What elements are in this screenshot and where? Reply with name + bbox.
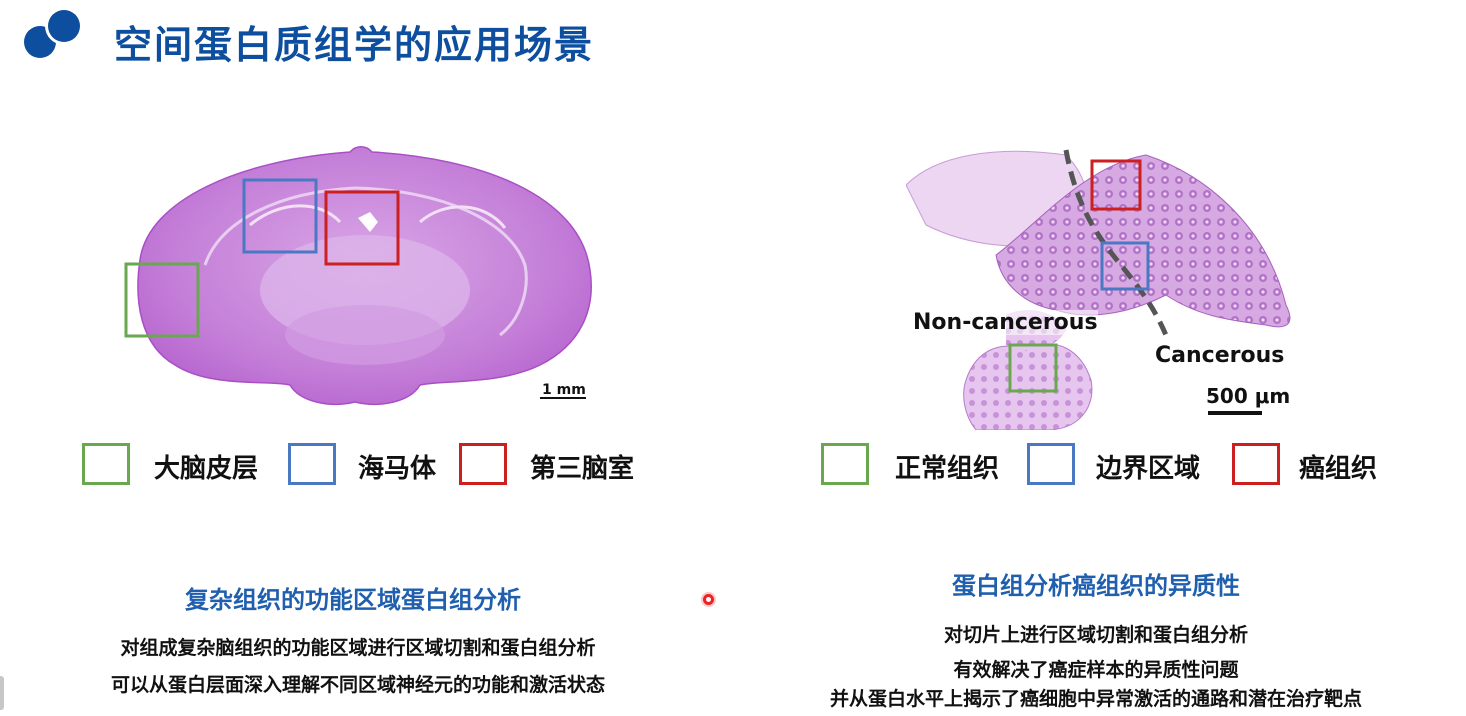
- laser-pointer-icon: [703, 594, 714, 605]
- right-line-2: 有效解决了癌症样本的异质性问题: [953, 659, 1239, 681]
- left-line-2: 可以从蛋白层面深入理解不同区域神经元的功能和激活状态: [110, 674, 605, 696]
- legend-label-normal: 正常组织: [895, 454, 1000, 484]
- noncancerous-label: Non-cancerous: [913, 310, 1098, 335]
- right-heading: 蛋白组分析癌组织的异质性: [952, 572, 1240, 600]
- legend-swatch-cortex: [82, 443, 130, 485]
- logo-icon: [22, 8, 82, 60]
- right-line-1: 对切片上进行区域切割和蛋白组分析: [943, 624, 1248, 646]
- left-legend: 大脑皮层 海马体 第三脑室: [82, 442, 662, 486]
- legend-label-border: 边界区域: [1096, 454, 1201, 484]
- legend-label-ventricle: 第三脑室: [530, 454, 635, 484]
- cancerous-label: Cancerous: [1155, 343, 1285, 368]
- legend-swatch-cancer: [1232, 443, 1280, 485]
- tissue-section-image: [906, 145, 1300, 430]
- brain-section-image: [120, 140, 600, 410]
- slide-title: 空间蛋白质组学的应用场景: [114, 23, 595, 67]
- side-handle[interactable]: [0, 676, 4, 710]
- left-line-1: 对组成复杂脑组织的功能区域进行区域切割和蛋白组分析: [120, 637, 596, 659]
- brain-scale-label: 1 mm: [542, 382, 586, 398]
- tissue-scale-label: 500 μm: [1206, 384, 1291, 408]
- right-legend: 正常组织 边界区域 癌组织: [821, 442, 1401, 486]
- legend-label-cortex: 大脑皮层: [154, 454, 259, 484]
- left-heading: 复杂组织的功能区域蛋白组分析: [185, 586, 521, 614]
- legend-swatch-normal: [821, 443, 869, 485]
- legend-label-hippocampus: 海马体: [358, 454, 437, 484]
- legend-swatch-border: [1027, 443, 1075, 485]
- legend-swatch-ventricle: [459, 443, 507, 485]
- right-line-3: 并从蛋白水平上揭示了癌细胞中异常激活的通路和潜在治疗靶点: [829, 688, 1362, 710]
- legend-swatch-hippocampus: [288, 443, 336, 485]
- legend-label-cancer: 癌组织: [1299, 454, 1378, 484]
